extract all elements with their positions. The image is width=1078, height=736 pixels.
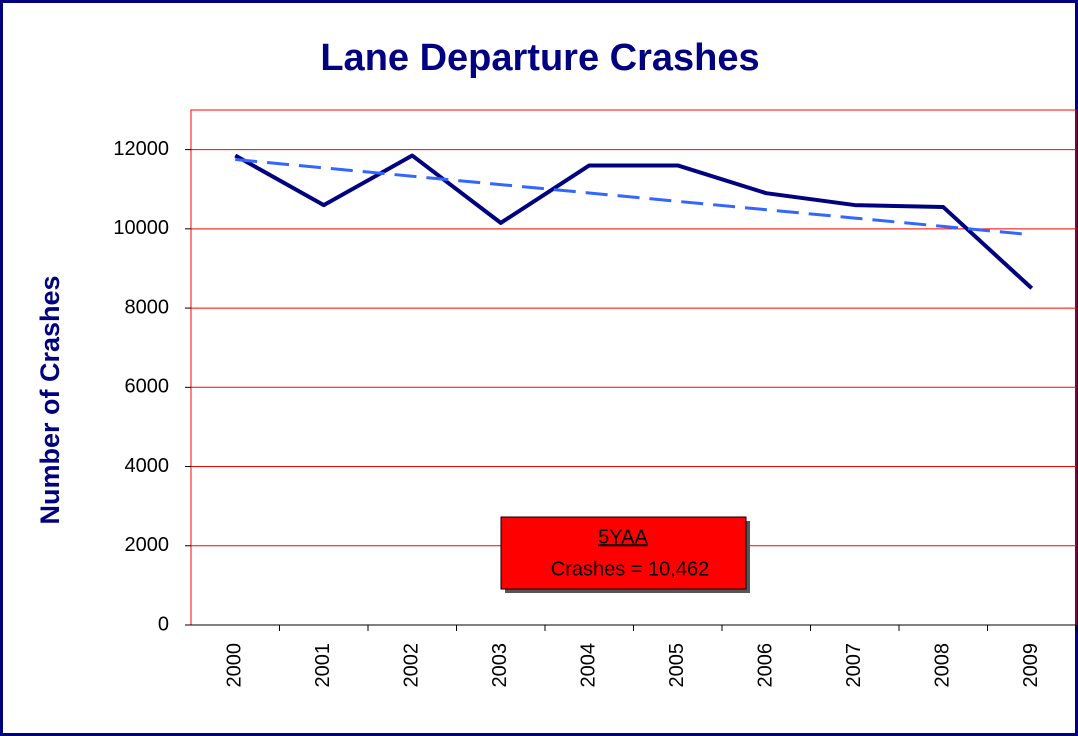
x-tick-label: 2005 — [666, 643, 688, 688]
y-tick-label: 8000 — [125, 296, 170, 318]
x-tick-label: 2008 — [932, 643, 954, 688]
y-tick-label: 0 — [158, 613, 169, 635]
y-tick-label: 12000 — [113, 138, 169, 160]
trend-line — [235, 158, 1032, 237]
x-tick-label: 2007 — [843, 643, 865, 688]
x-tick-label: 2002 — [401, 643, 423, 688]
chart-title: Lane Departure Crashes — [320, 37, 759, 79]
y-tick-label: 4000 — [125, 455, 170, 477]
x-tick-label: 2000 — [224, 643, 246, 688]
y-tick-label: 6000 — [125, 376, 170, 398]
annotation-box: 5YAA Crashes = 10,462 — [500, 516, 750, 593]
annotation-bg — [500, 516, 747, 590]
x-tick-label: 2006 — [755, 643, 777, 688]
x-tick-label: 2001 — [312, 643, 334, 688]
series-line — [234, 153, 1034, 290]
x-tick-label: 2004 — [578, 643, 600, 688]
y-tick-label: 2000 — [125, 534, 170, 556]
y-axis-label: Number of Crashes — [35, 275, 65, 524]
x-tick-label: 2009 — [1020, 643, 1042, 688]
annotation-text: Crashes = 10,462 — [551, 558, 709, 580]
annotation-title: 5YAA — [598, 526, 648, 548]
y-tick-label: 10000 — [113, 217, 169, 239]
x-tick-label: 2003 — [489, 643, 511, 688]
